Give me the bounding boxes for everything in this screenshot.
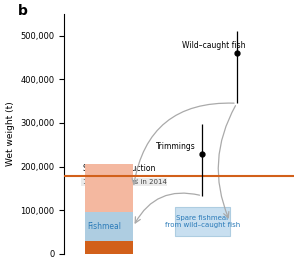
Bar [85,241,133,254]
Text: Fishmeal: Fishmeal [87,222,121,231]
Text: 179,022 tonnes in 2014: 179,022 tonnes in 2014 [82,179,166,185]
Text: Spare fishmeal
from wild–caught fish: Spare fishmeal from wild–caught fish [165,215,240,228]
Bar [85,164,133,213]
Text: Wild–caught fish: Wild–caught fish [182,41,245,50]
Y-axis label: Wet weight (t): Wet weight (t) [6,101,15,166]
Bar [85,213,133,241]
Text: b: b [18,4,28,18]
Text: Trimmings: Trimmings [156,142,196,151]
Text: Salmon production: Salmon production [82,164,155,173]
Bar [175,207,230,236]
Text: Fish oil: Fish oil [87,243,118,252]
